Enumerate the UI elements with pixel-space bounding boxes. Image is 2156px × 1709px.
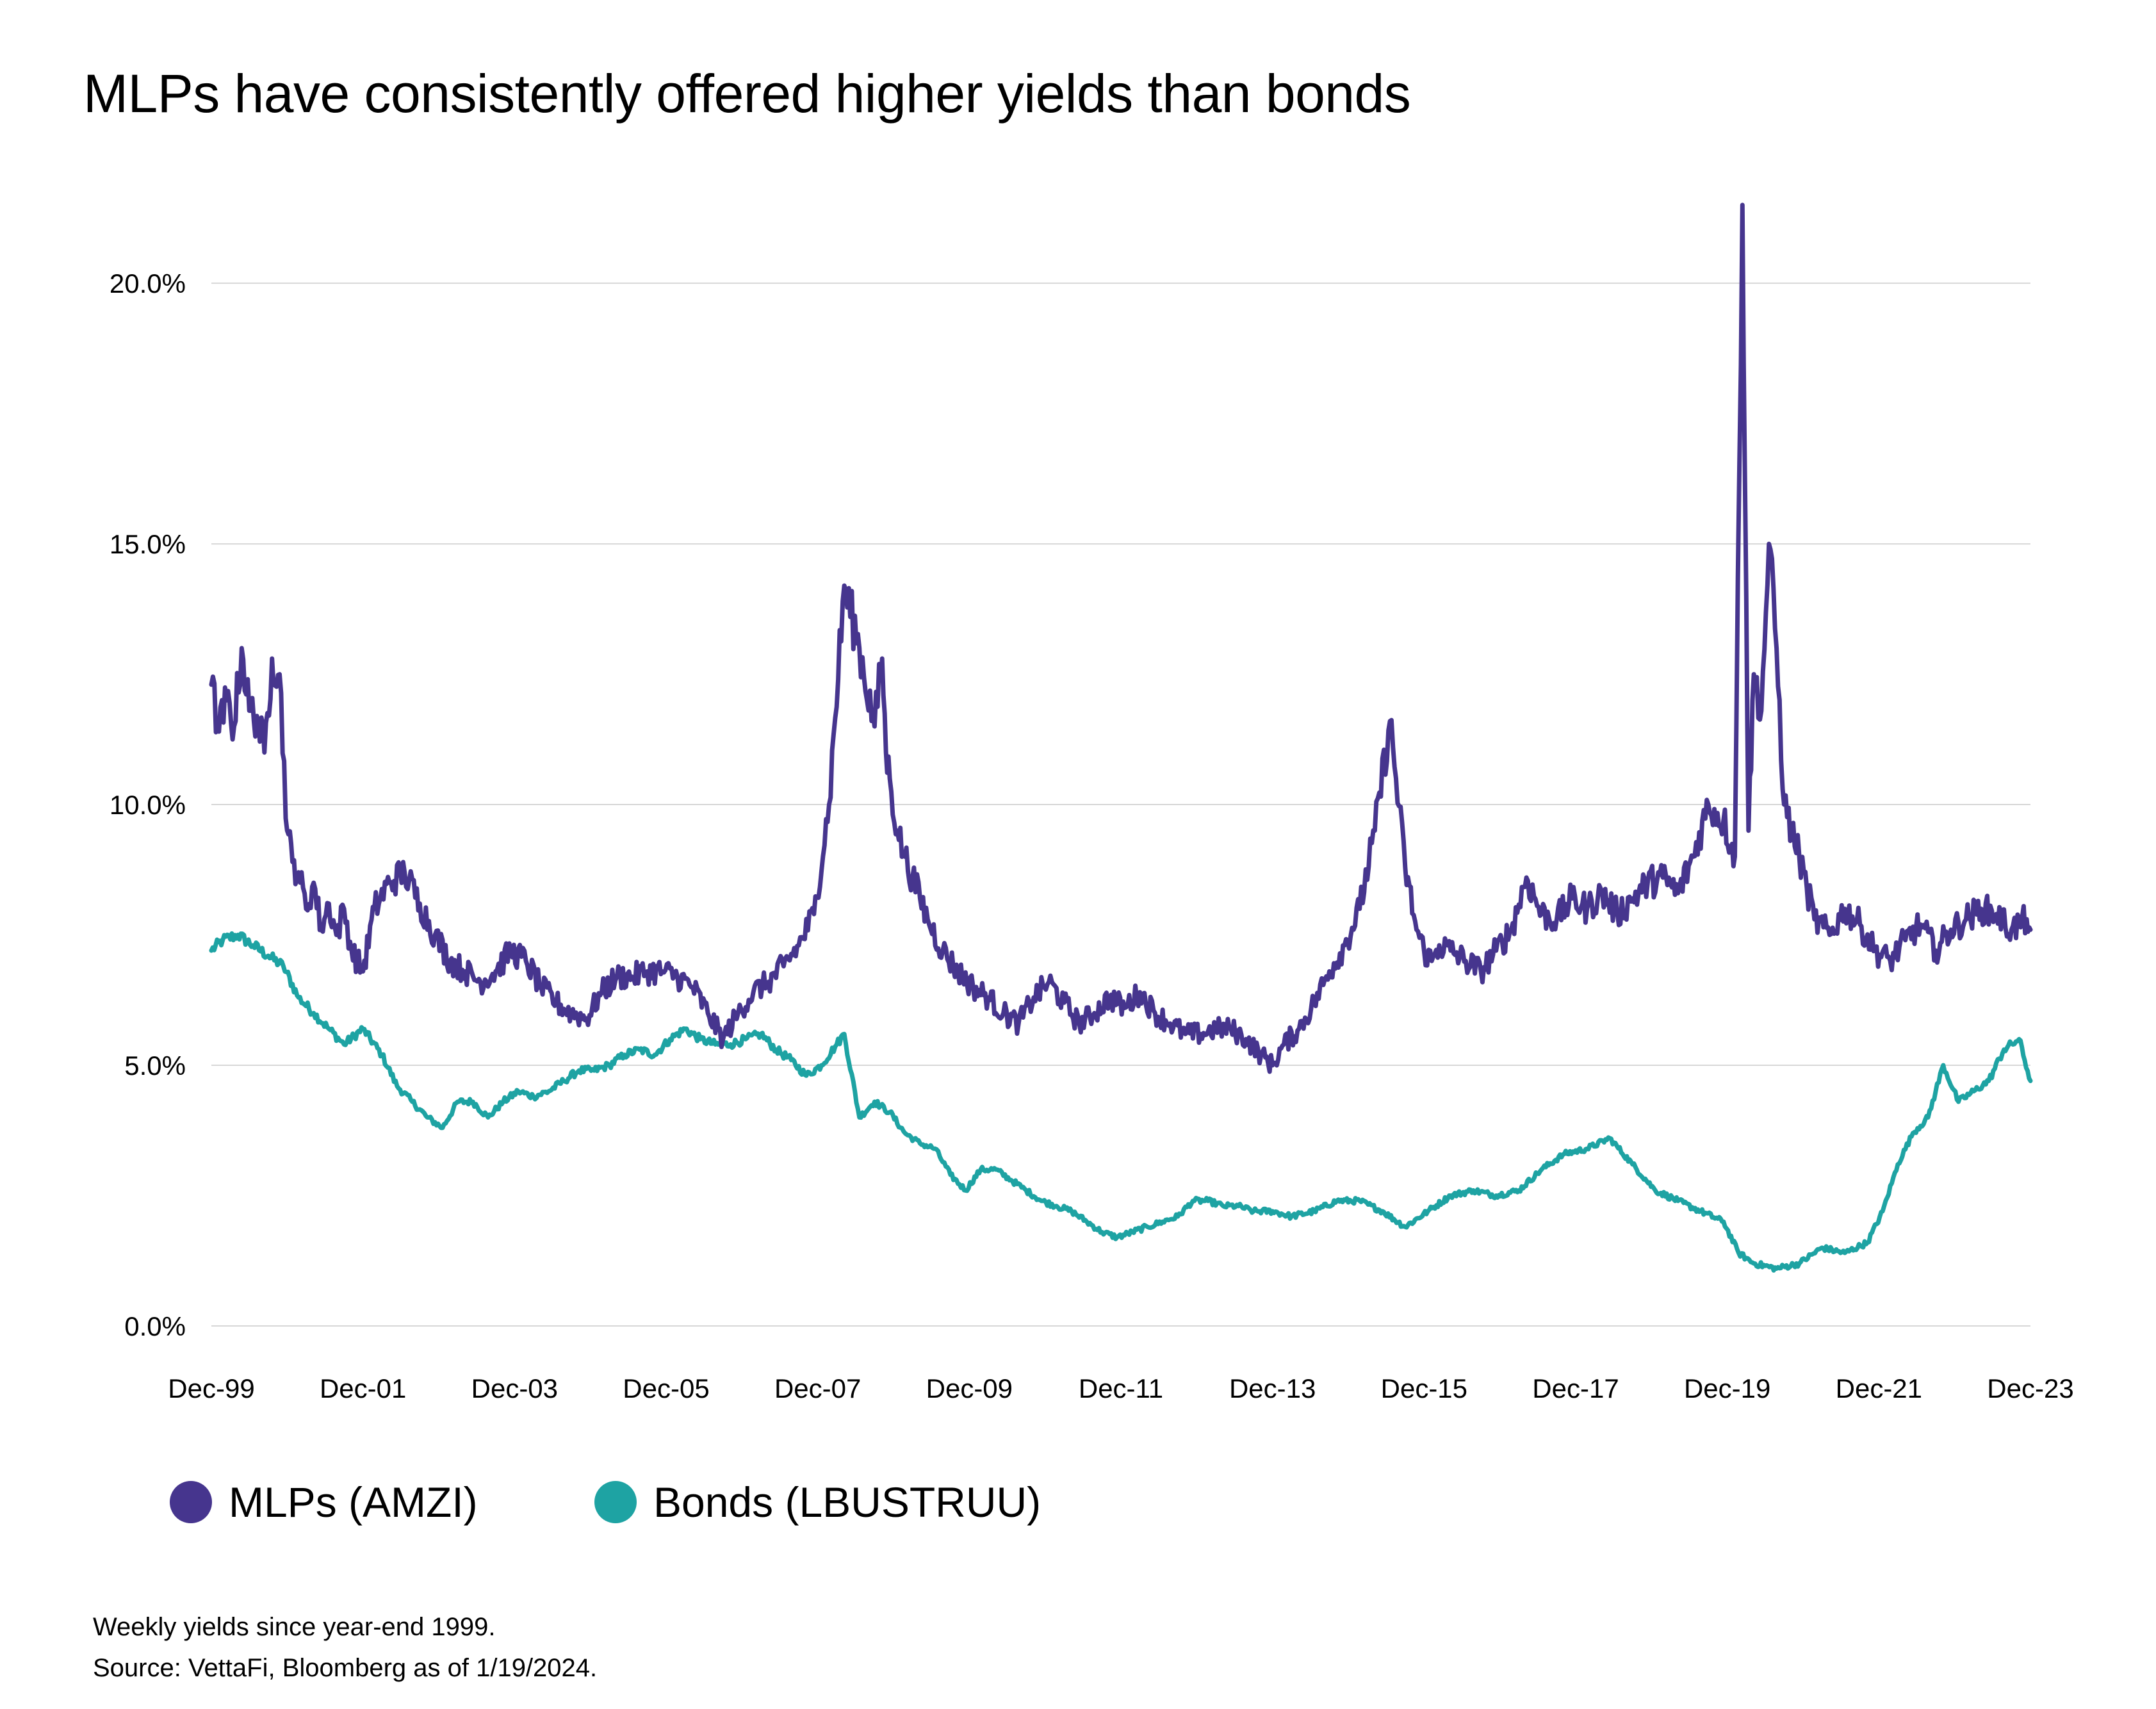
series-lines <box>209 202 2033 1273</box>
legend-item-bonds: Bonds (LBUSTRUU) <box>594 1473 1041 1531</box>
x-axis-tick-labels: Dec-99 Dec-01 Dec-03 Dec-05 Dec-07 Dec-09 Dec-… <box>168 1373 2073 1403</box>
x-tick-label: Dec-21 <box>1836 1373 1922 1403</box>
x-tick-label: Dec-03 <box>471 1373 558 1403</box>
footnote-frequency: Weekly yields since year-end 1999. <box>93 1613 496 1641</box>
y-tick-label: 0.0% <box>124 1311 186 1341</box>
x-tick-label: Dec-09 <box>926 1373 1013 1403</box>
legend-swatch-bonds <box>594 1481 637 1523</box>
series-line <box>209 202 2033 1074</box>
series-line <box>209 931 2033 1273</box>
y-tick-label: 5.0% <box>124 1051 186 1081</box>
x-tick-label: Dec-99 <box>168 1373 254 1403</box>
y-tick-label: 20.0% <box>110 268 186 298</box>
x-tick-label: Dec-17 <box>1532 1373 1619 1403</box>
y-tick-label: 15.0% <box>110 529 186 559</box>
x-tick-label: Dec-13 <box>1229 1373 1316 1403</box>
gridlines <box>211 282 2030 1327</box>
legend-swatch-mlps <box>170 1481 212 1523</box>
y-tick-label: 10.0% <box>110 790 186 820</box>
x-tick-label: Dec-11 <box>1079 1373 1163 1403</box>
y-axis-tick-labels: 0.0% 5.0% 10.0% 15.0% 20.0% <box>110 268 186 1341</box>
chart-title: MLPs have consistently offered higher yi… <box>83 63 1411 124</box>
x-tick-label: Dec-05 <box>623 1373 709 1403</box>
x-tick-label: Dec-19 <box>1684 1373 1770 1403</box>
legend-label-bonds: Bonds (LBUSTRUU) <box>653 1478 1041 1526</box>
legend-item-mlps: MLPs (AMZI) <box>170 1473 478 1531</box>
footnote-source: Source: VettaFi, Bloomberg as of 1/19/20… <box>93 1654 598 1682</box>
x-tick-label: Dec-01 <box>320 1373 406 1403</box>
x-tick-label: Dec-15 <box>1381 1373 1467 1403</box>
legend-label-mlps: MLPs (AMZI) <box>229 1478 478 1526</box>
x-tick-label: Dec-07 <box>774 1373 861 1403</box>
x-tick-label: Dec-23 <box>1987 1373 2073 1403</box>
